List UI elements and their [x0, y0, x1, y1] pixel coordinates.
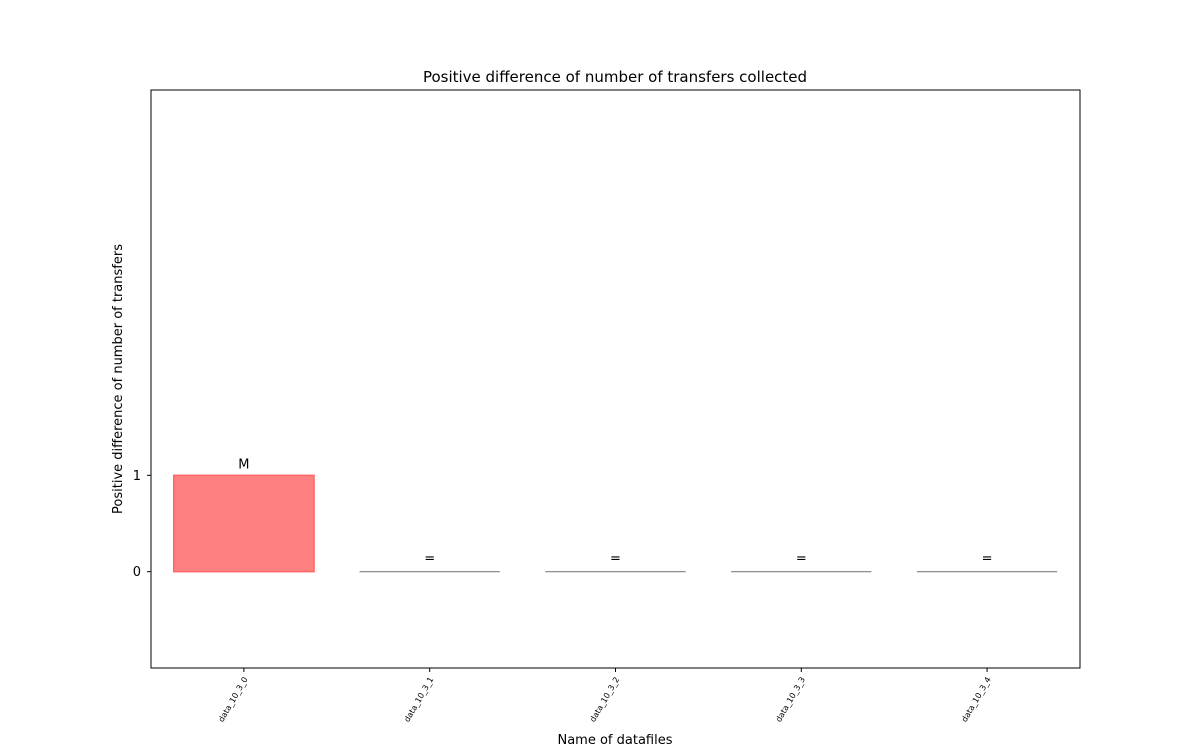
- y-axis-label: Positive difference of number of transfe…: [111, 244, 126, 514]
- x-tick-label-data_10_3_4: data_10_3_4: [960, 676, 993, 724]
- y-axis-ticks: 01: [133, 469, 151, 580]
- x-tick-label-data_10_3_2: data_10_3_2: [588, 676, 621, 724]
- bar-label-data_10_3_1: =: [424, 552, 435, 567]
- x-tick-label-data_10_3_0: data_10_3_0: [217, 676, 250, 724]
- bar-label-data_10_3_0: M: [238, 457, 249, 472]
- x-tick-label-data_10_3_1: data_10_3_1: [402, 676, 435, 724]
- chart-title: Positive difference of number of transfe…: [423, 68, 807, 86]
- bar-data_10_3_0: [173, 474, 315, 573]
- y-tick-label-1: 1: [133, 469, 141, 484]
- x-axis-ticks: data_10_3_0 data_10_3_1 data_10_3_2 data_10…: [217, 668, 993, 724]
- y-tick-label-0: 0: [133, 565, 141, 580]
- bar-labels-group: M = = = =: [238, 457, 992, 566]
- bar-label-data_10_3_2: =: [610, 552, 621, 567]
- bar-label-data_10_3_4: =: [982, 552, 993, 567]
- x-tick-label-data_10_3_3: data_10_3_3: [774, 676, 807, 724]
- bars-group: [173, 474, 1058, 573]
- plot-area: [151, 90, 1080, 668]
- bar-label-data_10_3_3: =: [796, 552, 807, 567]
- x-axis-label: Name of datafiles: [557, 733, 672, 748]
